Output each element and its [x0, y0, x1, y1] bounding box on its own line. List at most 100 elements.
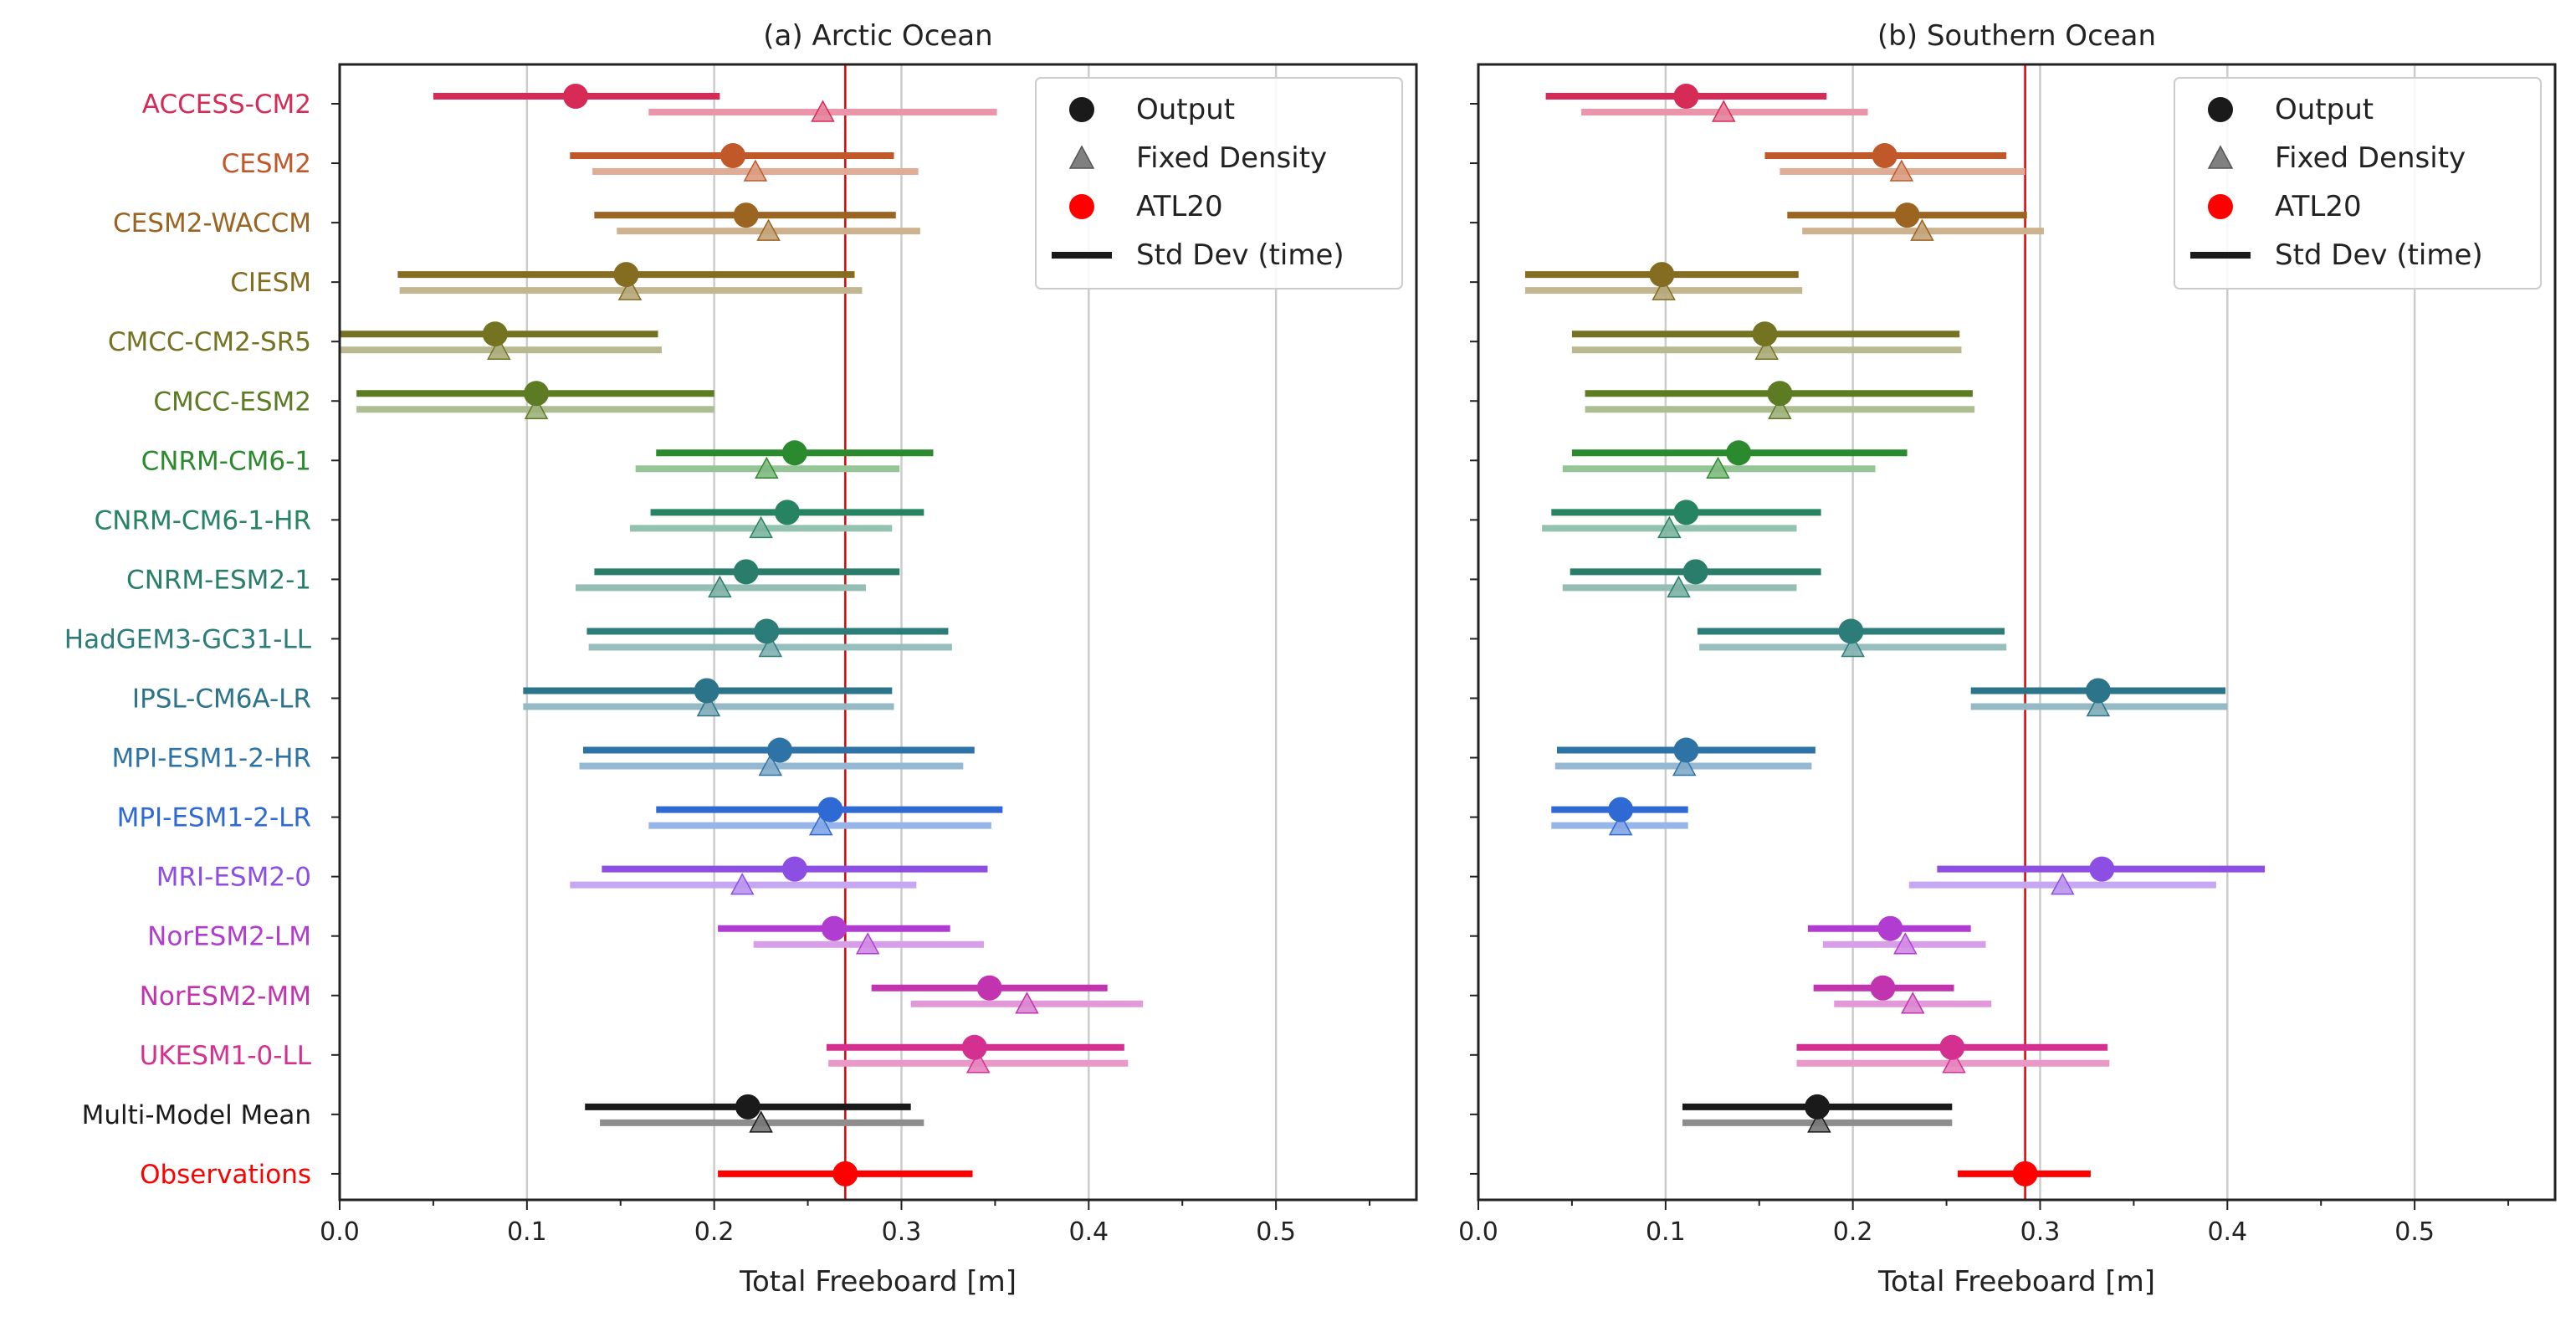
model-label: CMCC-ESM2	[153, 387, 311, 417]
fixed-density-marker	[524, 397, 549, 419]
model-row	[594, 202, 920, 241]
x-tick-label: 0.3	[2020, 1217, 2061, 1247]
output-marker	[735, 1094, 761, 1120]
fixed-density-marker	[1754, 337, 1779, 360]
fixed-density-marker	[1768, 397, 1792, 419]
model-label: MPI-ESM1-2-HR	[112, 744, 311, 774]
model-row	[579, 737, 975, 776]
output-marker	[1872, 143, 1897, 169]
fixed-density-marker	[965, 1051, 991, 1074]
fixed-density-marker	[1807, 1110, 1831, 1133]
output-marker	[1726, 440, 1752, 466]
model-row	[1908, 856, 2266, 895]
output-marker	[1682, 559, 1708, 585]
fixed-density-marker	[696, 694, 721, 717]
fixed-density-marker	[743, 159, 768, 182]
output-marker	[482, 321, 508, 347]
legend-box	[2174, 77, 2542, 290]
output-marker	[2085, 678, 2111, 704]
legend-label: ATL20	[2275, 190, 2362, 223]
fixed-density-marker	[758, 634, 783, 658]
x-tick-label: 0.5	[2394, 1217, 2435, 1247]
x-axis-label: Total Freeboard [m]	[1877, 1265, 2155, 1299]
fixed-density-marker	[1711, 100, 1736, 122]
panel-title: (a) Arctic Ocean	[763, 19, 992, 53]
output-marker	[1894, 202, 1920, 228]
model-row	[1697, 618, 2007, 658]
model-row	[586, 618, 952, 658]
model-row	[570, 856, 988, 895]
legend-label: Output	[2275, 93, 2374, 126]
legend-label: Std Dev (time)	[1136, 238, 1344, 272]
model-row	[1545, 84, 1868, 122]
model-row	[1571, 321, 1962, 360]
x-tick-label: 0.1	[507, 1217, 547, 1247]
model-row	[1796, 1034, 2110, 1074]
output-marker	[774, 500, 800, 525]
panel-arctic: ACCESS-CM2 CESM2 CESM2-WACCM CIESM CMCC-CM2-…	[64, 19, 1418, 1299]
model-row	[1562, 440, 1908, 479]
model-label: CIESM	[230, 268, 311, 298]
output-marker	[976, 975, 1002, 1001]
fixed-density-marker	[1942, 1051, 1966, 1074]
output-marker	[1673, 737, 1699, 763]
x-tick-label: 0.5	[1256, 1217, 1296, 1247]
model-row	[1562, 559, 1821, 598]
model-label: HadGEM3-GC31-LL	[64, 624, 312, 654]
model-row	[629, 500, 924, 539]
fixed-density-marker	[486, 337, 511, 360]
output-marker	[1838, 618, 1864, 644]
panel-southern: 0.0 0.1 0.2 0.3 0.4 0.5 (b) Southern Ocean Tota…	[1458, 19, 2557, 1299]
x-tick-label: 0.2	[1833, 1217, 1873, 1247]
observations-marker	[832, 1161, 858, 1186]
fixed-density-marker	[2051, 873, 2075, 895]
model-row	[397, 262, 863, 300]
x-tick-label: 0.1	[1646, 1217, 1686, 1247]
x-axis-label: Total Freeboard [m]	[739, 1265, 1017, 1299]
output-marker	[694, 678, 720, 704]
output-marker	[1649, 262, 1675, 288]
model-row	[340, 321, 662, 360]
fixed-density-marker	[755, 456, 779, 479]
output-marker	[961, 1034, 987, 1060]
model-row	[585, 1094, 924, 1133]
fixed-density-marker	[855, 932, 880, 955]
output-marker	[2089, 856, 2115, 882]
fixed-density-marker	[2086, 694, 2111, 717]
x-tick-label: 0.4	[1068, 1217, 1109, 1247]
model-label: CESM2	[222, 149, 311, 179]
output-marker	[781, 856, 807, 882]
output-marker	[781, 440, 807, 466]
legend-label: Fixed Density	[1136, 141, 1327, 175]
legend: Output Fixed Density ATL20 Std Dev (time)	[1035, 77, 1403, 290]
model-row	[1542, 500, 1821, 539]
output-marker	[1673, 84, 1699, 109]
output-marker	[733, 559, 759, 585]
plot-frame	[1477, 63, 2557, 1202]
x-tick-label: 0.0	[320, 1217, 360, 1247]
fixed-density-marker	[730, 873, 755, 895]
legend-triangle-marker	[2207, 145, 2234, 169]
fixed-density-marker	[758, 753, 783, 776]
output-marker	[754, 618, 780, 644]
model-row	[718, 915, 984, 955]
model-label: CESM2-WACCM	[113, 208, 311, 238]
output-marker	[1767, 381, 1793, 407]
output-marker	[1673, 500, 1699, 525]
fixed-density-marker	[1672, 753, 1697, 776]
legend-box	[1035, 77, 1403, 290]
observations-marker	[2012, 1161, 2038, 1186]
panel-title: (b) Southern Ocean	[1877, 19, 2156, 53]
fixed-density-marker	[756, 218, 781, 241]
model-label: ACCESS-CM2	[142, 90, 311, 120]
output-marker	[1877, 915, 1903, 941]
model-row	[1813, 975, 1992, 1014]
model-row	[433, 84, 997, 122]
legend-circle-marker	[2208, 194, 2233, 219]
fixed-density-marker	[749, 515, 773, 539]
fixed-density-marker	[1706, 456, 1730, 479]
model-label: MPI-ESM1-2-LR	[117, 803, 311, 833]
model-row	[1551, 797, 1688, 836]
output-marker	[1939, 1034, 1965, 1060]
